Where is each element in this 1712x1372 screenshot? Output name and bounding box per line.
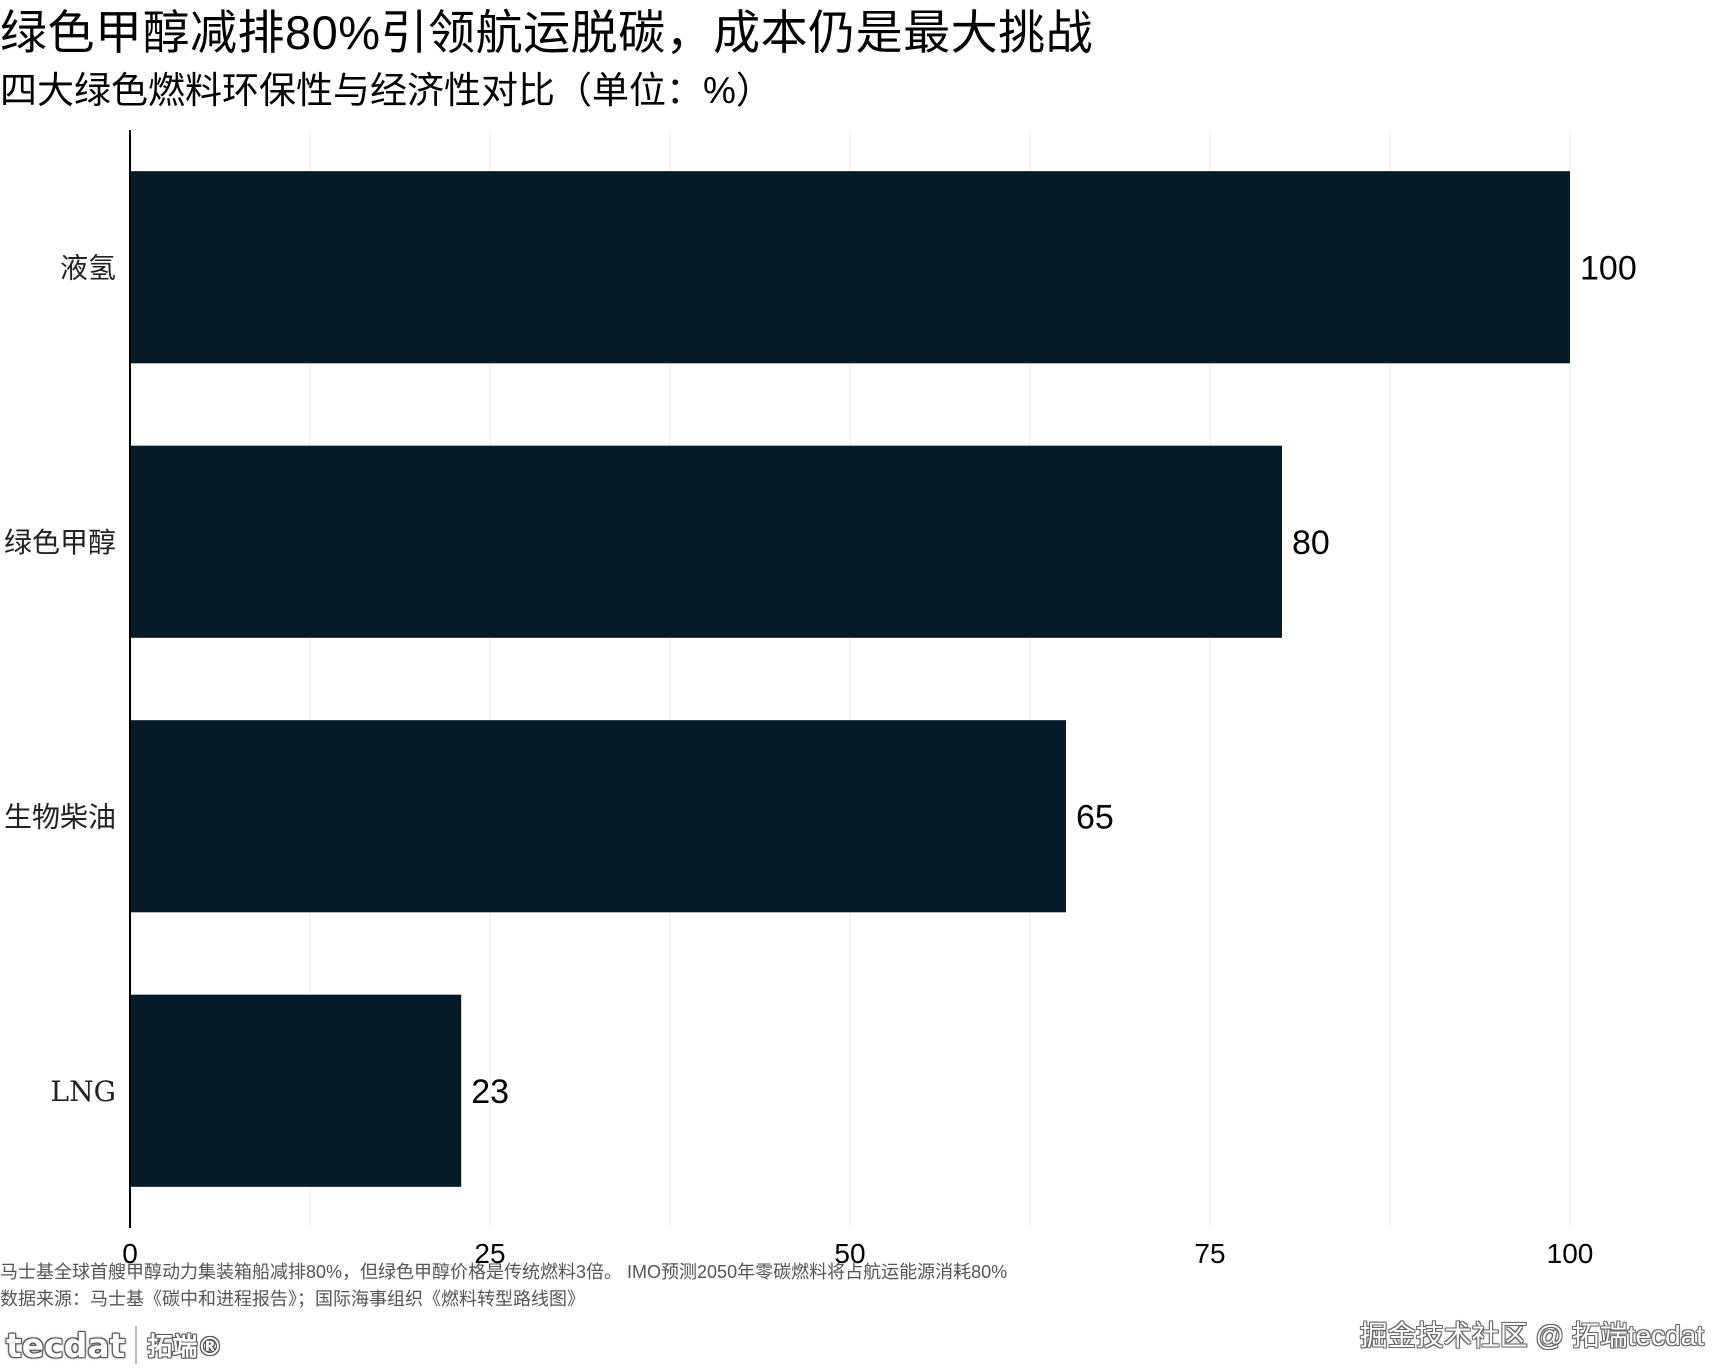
x-tick-label-1: 25 xyxy=(474,1238,505,1269)
data-label-2: 65 xyxy=(1076,798,1114,836)
category-label-0: 液氢 xyxy=(60,251,116,284)
x-tick-label-3: 75 xyxy=(1194,1238,1225,1269)
chart-title: 绿色甲醇减排80%引领航运脱碳，成本仍是最大挑战 xyxy=(0,6,1094,59)
bars xyxy=(130,171,1570,1187)
bar-0 xyxy=(130,171,1570,364)
chart-subtitle: 四大绿色燃料环保性与经济性对比（单位：%） xyxy=(0,70,773,111)
x-tick-labels: 0 25 50 75 100 xyxy=(122,1238,1593,1269)
bar-2 xyxy=(130,720,1066,913)
bar-3 xyxy=(130,994,462,1187)
data-label-1: 80 xyxy=(1292,524,1330,562)
category-label-1: 绿色甲醇 xyxy=(4,526,116,559)
logo-divider xyxy=(135,1326,138,1364)
chart-note: 马士基全球首艘甲醇动力集装箱船减排80%，但绿色甲醇价格是传统燃料3倍。 IMO… xyxy=(0,1262,1008,1282)
brand-logo: tecdat 拓端® xyxy=(0,1318,222,1372)
logo-cn-text: 拓端® xyxy=(147,1332,223,1361)
chart-source: 数据来源：马士基《碳中和进程报告》；国际海事组织《燃料转型路线图》 xyxy=(0,1289,585,1309)
x-tick-label-2: 50 xyxy=(834,1238,865,1269)
category-label-2: 生物柴油 xyxy=(4,800,116,833)
bar-1 xyxy=(130,445,1282,638)
data-label-3: 23 xyxy=(471,1073,509,1111)
category-label-3: LNG xyxy=(51,1075,116,1108)
data-label-0: 100 xyxy=(1580,249,1637,287)
logo-mark: tecdat xyxy=(6,1325,126,1365)
watermark: 掘金技术社区 @ 拓端tecdat xyxy=(1359,1320,1704,1351)
data-labels: 100 80 65 23 xyxy=(471,249,1637,1111)
x-tick-label-4: 100 xyxy=(1547,1238,1594,1269)
x-tick-label-0: 0 xyxy=(122,1238,138,1269)
